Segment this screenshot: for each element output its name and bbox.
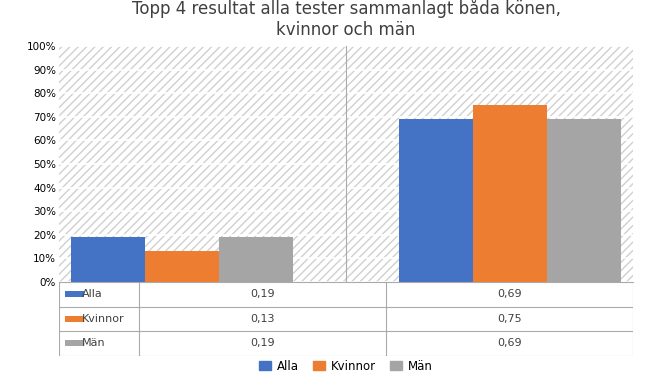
Bar: [65, 291, 84, 297]
Bar: [65, 340, 84, 346]
Text: 0,19: 0,19: [251, 289, 275, 299]
Bar: [473, 105, 547, 282]
Text: 0,69: 0,69: [498, 289, 522, 299]
Bar: [145, 251, 219, 282]
Text: 0,69: 0,69: [498, 338, 522, 348]
Bar: [71, 237, 145, 282]
Bar: [219, 237, 293, 282]
Bar: [547, 119, 621, 282]
Text: 0,19: 0,19: [251, 338, 275, 348]
Text: 0,75: 0,75: [498, 314, 522, 324]
Text: Män: Män: [82, 338, 105, 348]
Bar: [65, 316, 84, 322]
Bar: [59, 46, 633, 282]
Text: 0,13: 0,13: [251, 314, 275, 324]
Text: Kvinnor: Kvinnor: [82, 314, 124, 324]
Bar: [400, 119, 473, 282]
Legend: Alla, Kvinnor, Män: Alla, Kvinnor, Män: [255, 355, 438, 377]
Title: Topp 4 resultat alla tester sammanlagt båda könen,
kvinnor och män: Topp 4 resultat alla tester sammanlagt b…: [132, 0, 560, 39]
Text: Alla: Alla: [82, 289, 103, 299]
